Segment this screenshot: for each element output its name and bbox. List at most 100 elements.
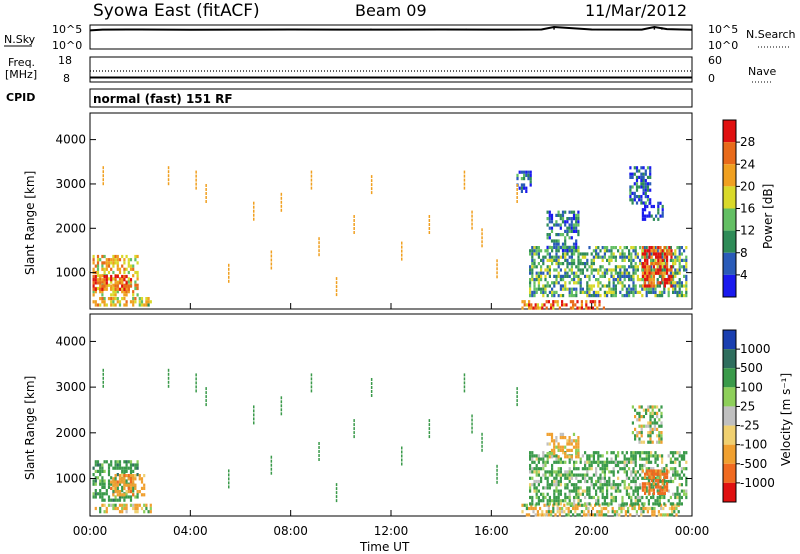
heat-cell — [639, 258, 642, 262]
heat-cell — [599, 467, 602, 471]
heat-cell — [551, 294, 554, 298]
heat-cell — [657, 472, 660, 476]
heat-cell — [570, 502, 573, 506]
heat-cell — [663, 491, 666, 495]
heat-cell — [672, 502, 675, 506]
heat-cell — [529, 502, 532, 506]
heat-cell — [614, 457, 617, 461]
heat-speck — [253, 421, 255, 425]
heat-cell — [591, 513, 594, 517]
heat-cell — [118, 482, 122, 486]
heat-cell — [92, 278, 95, 282]
heat-cell — [630, 265, 633, 269]
heat-cell — [640, 510, 643, 514]
heat-cell — [610, 470, 613, 474]
heat-cell — [114, 460, 117, 464]
heat-cell — [99, 510, 102, 514]
heat-cell — [568, 495, 571, 500]
heat-cell — [573, 502, 576, 506]
heat-speck — [270, 463, 273, 467]
heat-cell — [99, 473, 102, 477]
heat-cell — [557, 455, 560, 459]
heat-cell — [642, 182, 645, 186]
heat-speck — [353, 227, 355, 230]
heat-cell — [655, 255, 658, 259]
heat-cell — [652, 472, 655, 476]
heat-cell — [564, 445, 567, 449]
heat-cell — [649, 172, 652, 176]
heat-cell — [529, 457, 532, 461]
heat-cell — [544, 486, 547, 490]
heat-cell — [568, 281, 571, 285]
heat-cell — [570, 455, 573, 459]
heat-cell — [683, 489, 686, 493]
cpid-label: CPID — [6, 91, 35, 104]
heat-cell — [601, 274, 604, 278]
heat-cell — [661, 467, 664, 471]
heat-cell — [608, 287, 611, 291]
heat-cell — [577, 210, 580, 214]
heat-cell — [623, 274, 626, 278]
heat-cell — [635, 169, 639, 173]
heat-cell — [636, 278, 639, 282]
heat-cell — [606, 258, 609, 262]
heat-cell — [641, 208, 644, 212]
heat-cell — [533, 287, 536, 291]
heat-cell — [580, 510, 583, 514]
heat-cell — [645, 454, 648, 458]
heat-cell — [655, 479, 658, 483]
heat-cell — [570, 210, 573, 214]
heat-cell — [101, 264, 104, 268]
heat-cell — [564, 229, 567, 233]
heat-cell — [94, 476, 97, 480]
heat-cell — [116, 287, 119, 291]
heat-speck — [353, 427, 355, 431]
heat-speck — [471, 218, 473, 222]
heat-cell — [623, 502, 626, 506]
heat-cell — [132, 469, 135, 473]
heat-cell — [563, 503, 566, 507]
heat-cell — [577, 445, 580, 449]
heat-cell — [648, 268, 651, 272]
heat-cell — [586, 281, 589, 285]
heat-cell — [631, 201, 634, 205]
heat-cell — [595, 467, 598, 471]
heat-cell — [628, 495, 631, 500]
heat-cell — [617, 476, 620, 480]
heat-cell — [123, 278, 126, 282]
heat-cell — [651, 421, 654, 425]
heat-cell — [584, 451, 587, 455]
heat-cell — [114, 495, 117, 499]
heat-cell — [658, 408, 661, 412]
heat-cell — [572, 217, 576, 221]
heat-cell — [96, 278, 100, 282]
heat-cell — [610, 287, 613, 291]
heat-cell — [564, 495, 567, 500]
heat-cell — [663, 271, 666, 275]
heat-cell — [568, 274, 571, 278]
heat-cell — [127, 277, 130, 281]
heat-cell — [575, 271, 578, 275]
heat-cell — [601, 476, 604, 480]
colorbar-tick-label: 8 — [740, 246, 748, 260]
heat-speck — [280, 196, 283, 200]
heat-cell — [533, 489, 536, 493]
heat-cell — [639, 463, 642, 468]
heat-cell — [553, 245, 556, 249]
heat-speck — [401, 458, 403, 462]
heat-cell — [617, 278, 620, 282]
heat-cell — [672, 467, 675, 471]
power-colorbar-title: Power [dB] — [761, 184, 775, 249]
heat-cell — [663, 470, 666, 474]
heat-cell — [92, 473, 95, 477]
heat-cell — [570, 470, 573, 474]
heat-cell — [632, 460, 635, 464]
heat-cell — [531, 258, 534, 262]
heat-cell — [96, 274, 100, 278]
heat-cell — [575, 467, 578, 471]
heat-speck — [253, 205, 255, 209]
heat-cell — [577, 479, 580, 484]
heat-cell — [544, 473, 547, 477]
